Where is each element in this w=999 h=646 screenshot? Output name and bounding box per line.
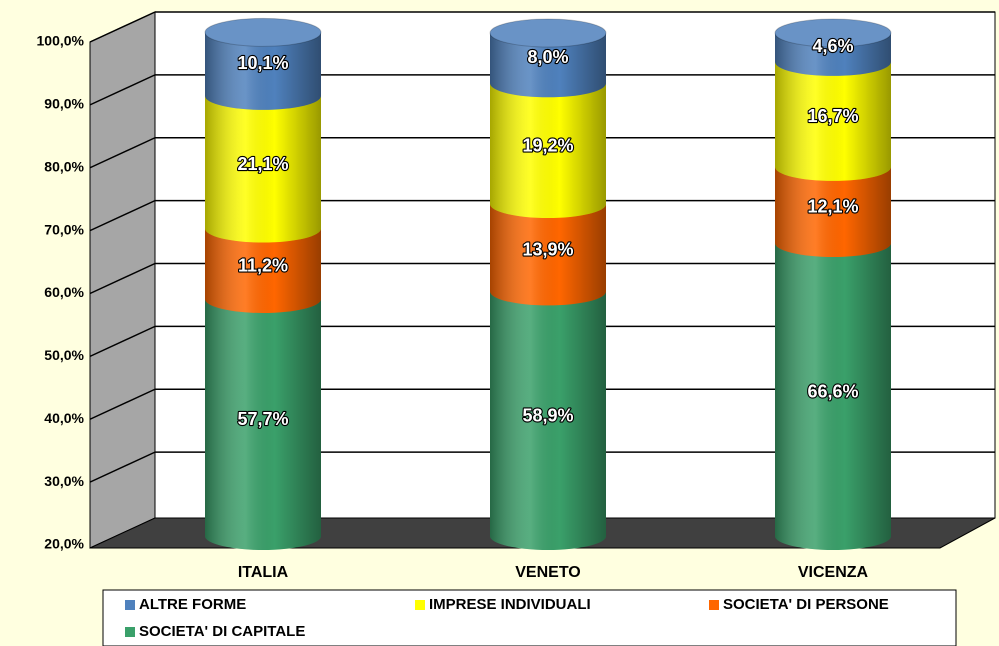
grid-line-side <box>89 11 156 43</box>
grid-line-side <box>89 137 156 169</box>
y-tick-label: 40,0% <box>44 410 84 426</box>
bar-shade <box>775 243 891 550</box>
bar-top <box>775 19 891 47</box>
grid-line-side <box>89 199 156 232</box>
y-tick-label: 50,0% <box>44 347 84 363</box>
legend-label: IMPRESE INDIVIDUALI <box>429 596 591 613</box>
value-label: 13,9% <box>522 239 573 259</box>
value-label: 19,2% <box>522 135 573 155</box>
y-tick-label: 70,0% <box>44 221 84 237</box>
bar-top <box>205 18 321 47</box>
bar-shade <box>490 33 606 98</box>
value-label: 16,7% <box>807 106 858 126</box>
x-tick-label: ITALIA <box>238 564 289 581</box>
value-label: 10,1% <box>237 53 288 73</box>
bar-shade <box>205 95 321 243</box>
grid-line-side <box>89 262 156 295</box>
value-label: 4,6% <box>812 36 853 56</box>
bar-shade <box>205 298 321 550</box>
grid-line-side <box>89 325 156 358</box>
legend-swatch <box>125 627 135 637</box>
bar-top-shade <box>774 18 892 48</box>
bar-top-shade <box>204 17 322 47</box>
value-label: 66,6% <box>807 381 858 401</box>
grid-line-side <box>89 388 156 420</box>
y-tick-label: 60,0% <box>44 284 84 300</box>
y-tick-label: 20,0% <box>44 536 84 552</box>
legend-label: SOCIETA' DI CAPITALE <box>139 623 305 640</box>
legend-label: SOCIETA' DI PERSONE <box>723 596 889 613</box>
y-tick-label: 100,0% <box>37 33 85 49</box>
bar-shade <box>490 291 606 550</box>
bar-shade <box>775 166 891 258</box>
x-tick-label: VENETO <box>515 564 581 581</box>
value-label: 21,1% <box>237 154 288 174</box>
value-label: 8,0% <box>527 47 568 67</box>
y-tick-label: 80,0% <box>44 158 84 174</box>
bar-shade <box>205 32 321 110</box>
grid-line-side <box>89 74 156 106</box>
bar-top-shade <box>489 18 607 48</box>
value-label: 58,9% <box>522 405 573 425</box>
legend-label: ALTRE FORME <box>139 596 246 613</box>
legend-swatch <box>415 600 425 610</box>
y-tick-label: 90,0% <box>44 96 84 112</box>
bar-shade <box>490 204 606 306</box>
bar-top <box>490 19 606 47</box>
legend-swatch <box>125 600 135 610</box>
grid-line-side <box>89 451 156 483</box>
y-tick-label: 30,0% <box>44 473 84 489</box>
bar-shade <box>205 228 321 313</box>
value-label: 12,1% <box>807 197 858 217</box>
bar-shade <box>490 83 606 219</box>
value-label: 11,2% <box>238 256 288 276</box>
legend-box <box>102 589 957 646</box>
x-tick-label: VICENZA <box>798 564 869 581</box>
value-label: 57,7% <box>237 409 288 429</box>
bar-shade <box>775 61 891 181</box>
legend-swatch <box>709 600 719 610</box>
